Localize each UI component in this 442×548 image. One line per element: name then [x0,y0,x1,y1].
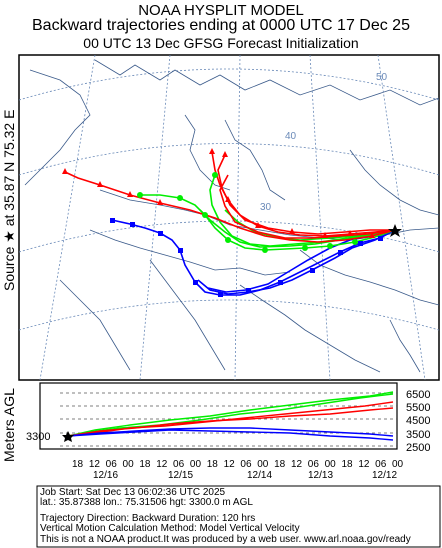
height-tick-3500: 3500 [406,429,430,441]
time-tick-label: 06 [308,459,320,470]
time-tick-labels: 18 12 06 00 18 12 06 00 18 12 06 00 18 12 06 00 18 12 06 00 [72,459,404,470]
time-tick-label: 00 [392,459,404,470]
time-tick-label: 12 [156,459,168,470]
height-tick-6500: 6500 [406,389,430,401]
height-tick-4500: 4500 [406,415,430,427]
time-tick-label: 12 [89,459,101,470]
height-tick-2500: 2500 [406,442,430,454]
start-height-label: 3300 [26,431,50,443]
time-tick-label: 12 [291,459,303,470]
time-tick-label: 00 [325,459,337,470]
disclaimer-text: This is not a NOAA product.It was produc… [40,534,411,545]
height-panel-frame [39,382,398,450]
time-tick-label: 06 [375,459,387,470]
plot-title: Backward trajectories ending at 0000 UTC… [32,17,410,34]
date-label: 12/12 [372,470,397,481]
footer-frame [36,485,441,548]
time-tick-label: 00 [190,459,202,470]
height-tick-5500: 5500 [406,402,430,414]
start-star-icon [62,431,74,442]
lat-lon-grid [19,55,439,380]
source-star-icon [388,224,402,237]
time-tick-label: 06 [106,459,118,470]
source-coords-text: lat.: 35.87388 lon.: 75.31506 hgt: 3300.… [40,497,253,508]
date-labels: 12/16 12/15 12/14 12/13 12/12 [93,470,397,481]
map-frame [18,54,440,381]
red-trajectory-group [64,151,396,243]
time-tick-label: 00 [257,459,269,470]
time-tick-label: 06 [173,459,185,470]
trajectory-direction-text: Trajectory Direction: Backward Duration:… [40,513,256,524]
time-tick-label: 12 [224,459,236,470]
height-profile-lines [67,391,394,441]
lat-label-50: 50 [376,72,388,83]
lat-label-40: 40 [285,131,297,142]
vertical-method-text: Vertical Motion Calculation Method: Mode… [40,523,300,534]
job-start-text: Job Start: Sat Dec 13 06:02:36 UTC 2025 [40,487,226,498]
trajectory-markers [62,148,383,297]
plot-subtitle: 00 UTC 13 Dec GFSG Forecast Initializati… [83,35,359,51]
date-label: 12/16 [93,470,118,481]
lat-label-30: 30 [260,202,272,213]
time-tick-label: 00 [123,459,135,470]
time-tick-label: 18 [139,459,151,470]
time-tick-label: 18 [72,459,84,470]
time-tick-label: 12 [358,459,370,470]
date-label: 12/13 [308,470,333,481]
time-tick-label: 18 [274,459,286,470]
date-label: 12/14 [247,470,272,481]
time-tick-label: 06 [240,459,252,470]
time-tick-label: 18 [341,459,353,470]
time-tick-label: 18 [207,459,219,470]
date-label: 12/15 [168,470,193,481]
model-title: NOAA HYSPLIT MODEL [138,2,304,19]
